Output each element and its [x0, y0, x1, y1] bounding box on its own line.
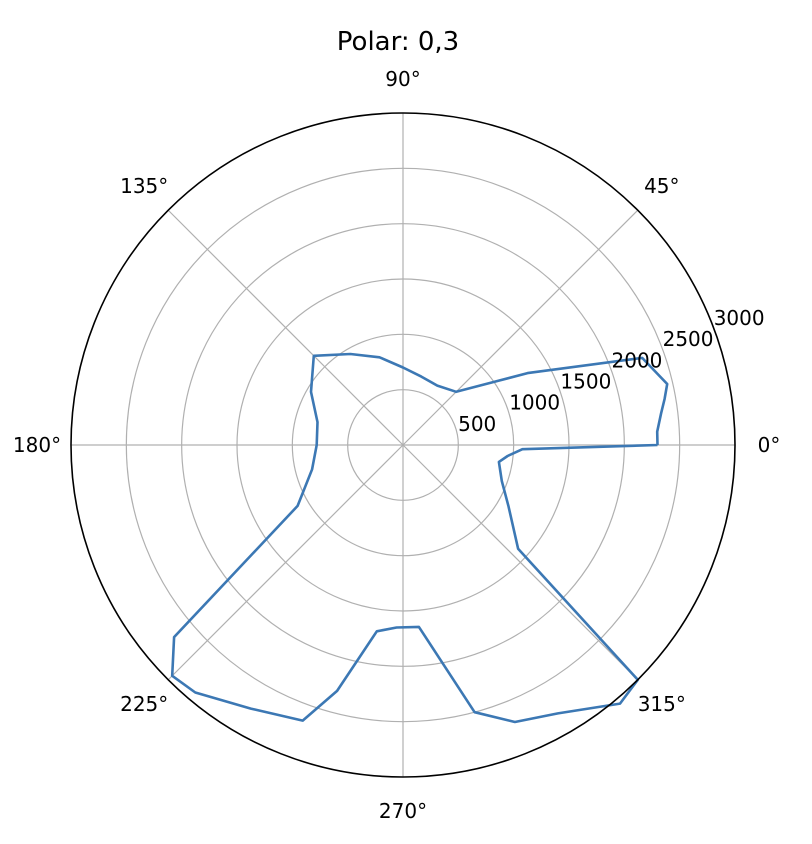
series-layer — [170, 352, 669, 724]
angular-gridline-315 — [402, 444, 639, 681]
label-layer: 0°45°90°135°180°225°270°315°500100015002… — [13, 67, 780, 823]
angle-tick-label-225: 225° — [120, 692, 168, 716]
radial-tick-label-1500: 1500 — [560, 370, 611, 394]
angular-gridline-135 — [167, 209, 404, 446]
radial-tick-label-2500: 2500 — [663, 327, 714, 351]
polar-frame — [70, 112, 736, 778]
angle-tick-label-270: 270° — [379, 799, 427, 823]
angle-tick-label-90: 90° — [385, 67, 420, 91]
frame-layer — [70, 112, 736, 778]
radial-tick-label-2000: 2000 — [612, 348, 663, 372]
radial-tick-label-3000: 3000 — [714, 306, 765, 330]
angle-tick-label-315: 315° — [638, 692, 686, 716]
angle-tick-label-45: 45° — [644, 174, 679, 198]
angular-gridline-45 — [402, 209, 639, 446]
angle-tick-label-0: 0° — [758, 433, 781, 457]
radial-tick-label-500: 500 — [458, 412, 496, 436]
angular-gridline-225 — [167, 444, 404, 681]
angle-tick-label-180: 180° — [13, 433, 61, 457]
radial-tick-label-1000: 1000 — [509, 391, 560, 415]
series-line-0 — [170, 352, 669, 724]
chart-title: Polar: 0,3 — [337, 27, 459, 57]
angle-tick-label-135: 135° — [120, 174, 168, 198]
